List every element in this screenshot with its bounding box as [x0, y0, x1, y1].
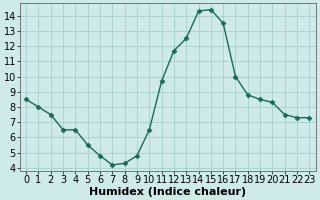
X-axis label: Humidex (Indice chaleur): Humidex (Indice chaleur) — [89, 187, 246, 197]
